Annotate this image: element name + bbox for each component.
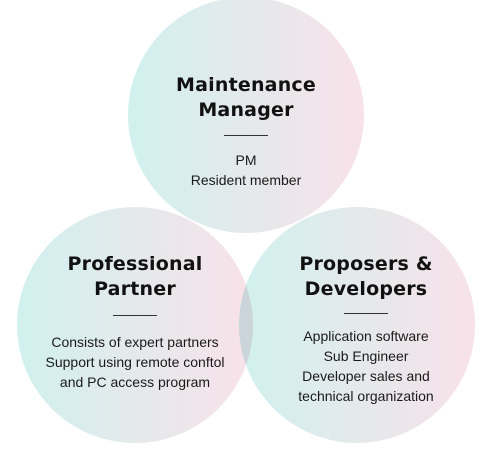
top-circle-body-line-1: PM bbox=[235, 152, 257, 168]
left-circle-body-line-1: Consists of expert partners bbox=[51, 334, 219, 350]
circle-proposers-developers bbox=[239, 207, 475, 443]
top-circle-content: Maintenance Manager PM Resident member bbox=[146, 73, 346, 190]
right-circle-divider bbox=[344, 313, 388, 314]
right-circle-title-line-1: Proposers & bbox=[299, 253, 433, 275]
right-circle-body-line-4: technical organization bbox=[298, 388, 434, 404]
top-circle-divider bbox=[224, 135, 268, 136]
left-circle-content: Professional Partner Consists of expert … bbox=[35, 252, 235, 392]
left-circle-title-line-1: Professional bbox=[67, 253, 203, 275]
right-circle-body-line-1: Application software bbox=[303, 328, 429, 344]
left-circle-body-line-2: Support using remote conftol bbox=[45, 354, 225, 370]
right-circle-body-line-2: Sub Engineer bbox=[323, 348, 409, 364]
right-circle-body-line-3: Developer sales and bbox=[302, 368, 430, 384]
top-circle-body-line-2: Resident member bbox=[190, 172, 302, 188]
left-circle-body-line-3: and PC access program bbox=[59, 374, 211, 390]
circle-maintenance-manager bbox=[128, 0, 364, 233]
left-circle-title-line-2: Partner bbox=[94, 278, 176, 300]
circle-professional-partner bbox=[17, 207, 253, 443]
right-circle-content: Proposers & Developers Application softw… bbox=[266, 252, 466, 406]
left-circle-divider bbox=[113, 315, 157, 316]
right-circle-title-line-2: Developers bbox=[304, 278, 428, 300]
top-circle-title-line-1: Maintenance bbox=[176, 74, 316, 96]
top-circle-title-line-2: Manager bbox=[198, 99, 294, 121]
